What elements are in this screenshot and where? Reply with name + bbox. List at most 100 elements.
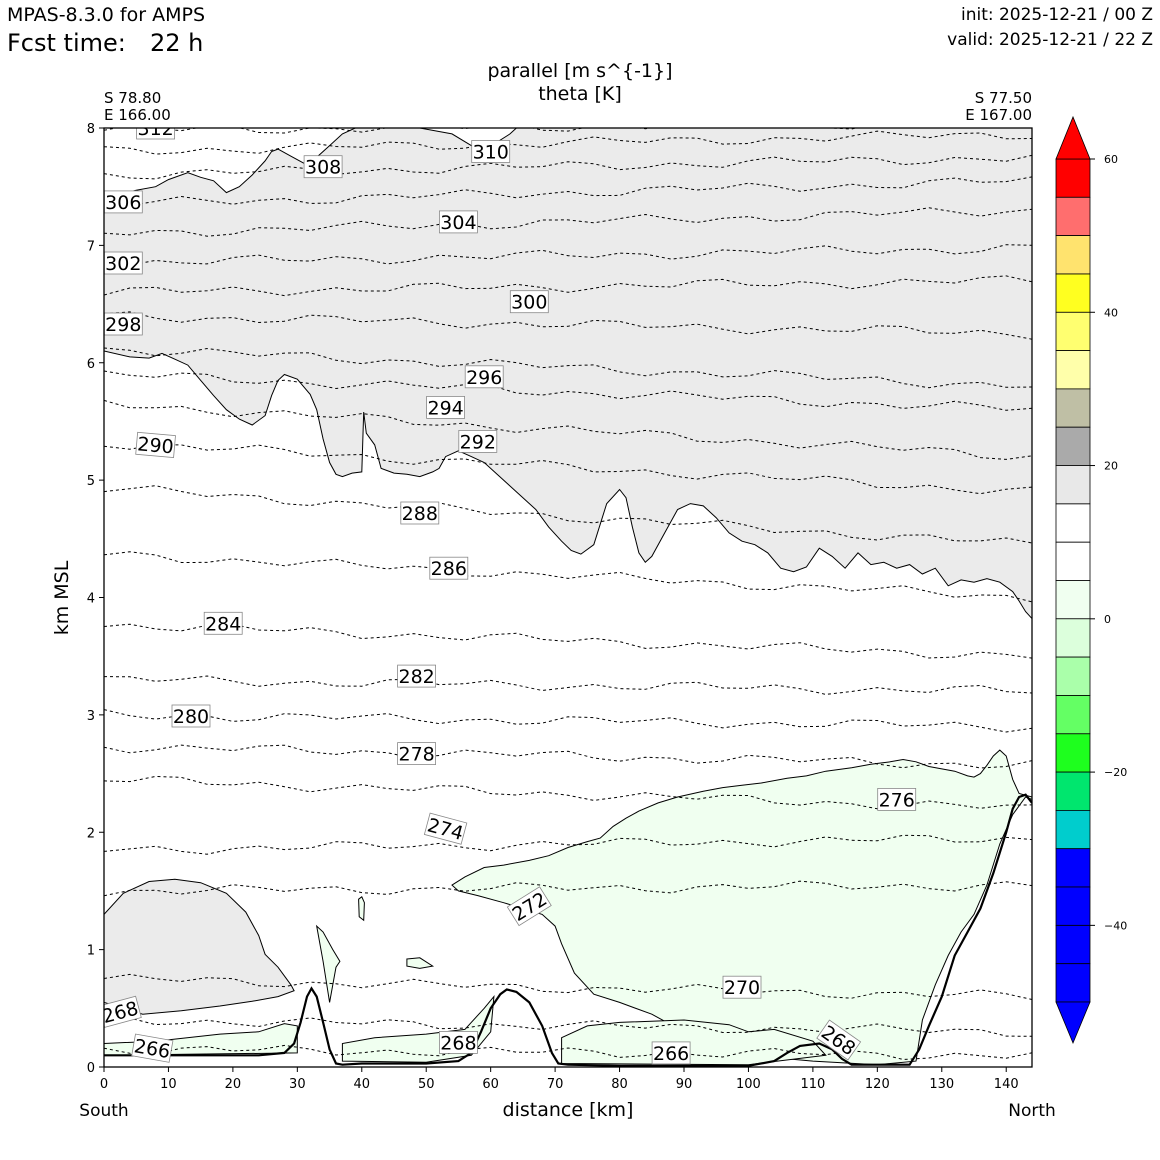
colorbar-bin [1055,426,1091,466]
x-tick-label: 110 [800,1077,825,1092]
upper-wind-region-edge [104,350,1032,619]
theta-label-text: 312 [137,118,173,140]
colorbar-bin [1055,810,1091,850]
y-tick-label: 5 [87,474,95,489]
x-tick-label: 90 [676,1077,693,1092]
colorbar-tick-label: −20 [1104,766,1127,779]
y-tick-label: 3 [87,709,95,724]
theta-label-text: 278 [398,744,434,766]
colorbar-bin [1055,580,1091,620]
theta-label-text: 270 [724,977,760,999]
theta-label-310: 310 [471,140,511,164]
end-latitude: S 77.50 [974,89,1032,107]
forecast-time-value: 22 h [150,29,204,57]
chart-title-line2: theta [K] [538,83,622,105]
theta-label-282: 282 [397,664,437,688]
theta-label-274: 274 [423,812,468,845]
x-axis-north-label: North [1008,1101,1056,1121]
theta-label-298: 298 [104,312,143,336]
theta-contour-302 [104,244,1032,269]
theta-label-278: 278 [397,742,437,766]
theta-contour-300 [104,275,1032,297]
x-axis-label: distance [km] [502,1099,634,1121]
colorbar-bin [1055,886,1091,926]
colorbar-tick-label: −40 [1104,919,1127,932]
forecast-time-label: Fcst time: [7,29,126,57]
theta-contour-298 [104,311,1032,340]
theta-label-text: 300 [511,292,547,314]
x-tick-label: 50 [418,1077,435,1092]
theta-label-296: 296 [464,365,504,389]
theta-label-text: 294 [427,397,463,419]
colorbar-extend-top [1055,115,1091,160]
upper-wind-region [104,128,1032,619]
colorbar-bin [1055,541,1091,581]
colorbar-bin [1055,848,1091,888]
colorbar-bin [1055,963,1091,1003]
colorbar-tick-label: 40 [1104,306,1118,319]
theta-label-text: 288 [402,503,438,525]
x-tick-label: 10 [160,1077,177,1092]
colorbar-extend-bottom [1055,1001,1091,1045]
y-tick-label: 7 [87,239,95,254]
x-tick-label: 80 [611,1077,628,1092]
theta-contour-296 [104,347,1032,389]
theta-contour-304 [104,207,1032,237]
theta-label-text: 304 [440,212,476,234]
theta-label-text: 308 [305,157,341,179]
colorbar-bin [1055,235,1091,275]
theta-contour-288 [104,485,1032,544]
colorbar-tick-label: 0 [1104,613,1111,626]
colorbar-bin [1055,695,1091,735]
lower-wind-region [451,749,1032,1066]
theta-label-302: 302 [104,251,143,275]
theta-contour-286 [104,551,1032,603]
small-wind-cell-2 [358,896,365,922]
x-tick-label: 130 [929,1077,954,1092]
theta-label-300: 300 [509,290,549,314]
colorbar-bin [1055,196,1091,237]
theta-label-text: 302 [105,253,141,275]
theta-contour-284 [104,623,1032,659]
valley-wind-region-2 [561,1019,827,1066]
init-time: init: 2025-12-21 / 00 Z [960,5,1153,25]
theta-label-text: 276 [879,789,915,811]
theta-label-304: 304 [438,210,478,234]
theta-contour-278 [104,744,1032,769]
colorbar-bin [1055,465,1091,505]
start-latitude: S 78.80 [104,89,162,107]
x-tick-label: 120 [865,1077,890,1092]
small-wind-cell [406,957,435,969]
theta-label-306: 306 [104,190,143,214]
x-tick-label: 60 [482,1077,499,1092]
colorbar-tick-label: 60 [1104,153,1118,166]
theta-contour-312 [104,128,858,134]
theta-label-text: 298 [105,314,141,336]
theta-contour-310 [104,130,1032,155]
y-tick-label: 4 [87,592,95,607]
end-longitude: E 167.00 [965,106,1032,124]
theta-contour-274 [104,834,1032,855]
colorbar-bin [1055,925,1091,965]
colorbar-tick-label: 20 [1104,460,1118,473]
colorbar-bin [1055,273,1091,313]
theta-contour-292 [104,399,1032,460]
theta-label-266: 266 [651,1041,691,1065]
x-tick-label: 40 [354,1077,371,1092]
theta-label-text: 280 [173,706,209,728]
theta-label-292: 292 [458,429,498,453]
colorbar-bin [1055,350,1091,390]
theta-label-294: 294 [426,395,466,419]
lower-left-wind-region [104,878,295,1015]
theta-label-290: 290 [135,431,176,458]
theta-label-288: 288 [400,501,440,525]
x-tick-label: 0 [100,1077,108,1092]
theta-contour-282 [104,675,1032,695]
start-longitude: E 166.00 [104,106,171,124]
theta-label-312: 312 [136,118,176,140]
chart-title-line1: parallel [m s^{-1}] [487,60,673,82]
theta-label-268: 268 [438,1031,478,1054]
theta-label-text: 266 [653,1043,689,1065]
theta-label-text: 290 [136,433,174,458]
